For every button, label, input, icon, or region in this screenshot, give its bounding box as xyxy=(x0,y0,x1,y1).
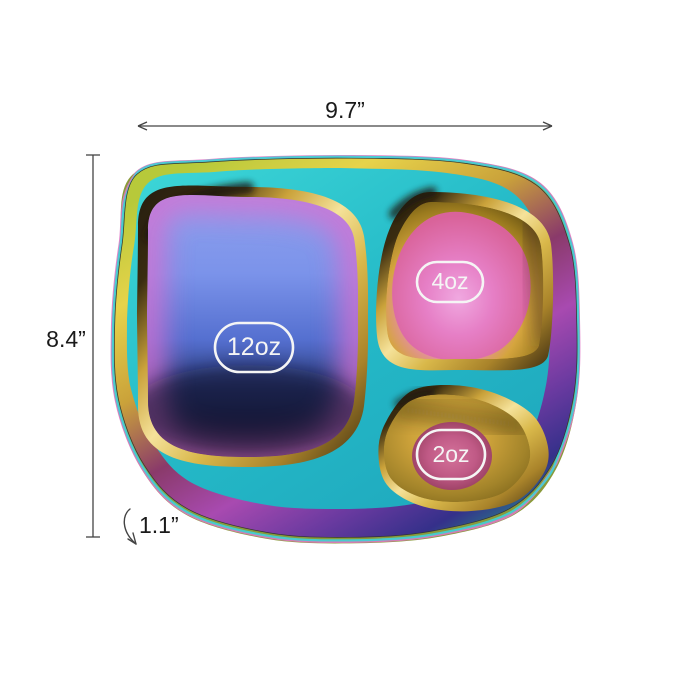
svg-text:12oz: 12oz xyxy=(227,333,281,361)
svg-text:9.7”: 9.7” xyxy=(325,97,365,123)
svg-text:8.4”: 8.4” xyxy=(46,326,86,352)
svg-text:4oz: 4oz xyxy=(431,268,468,294)
svg-text:1.1”: 1.1” xyxy=(139,512,179,538)
svg-text:2oz: 2oz xyxy=(432,441,469,467)
